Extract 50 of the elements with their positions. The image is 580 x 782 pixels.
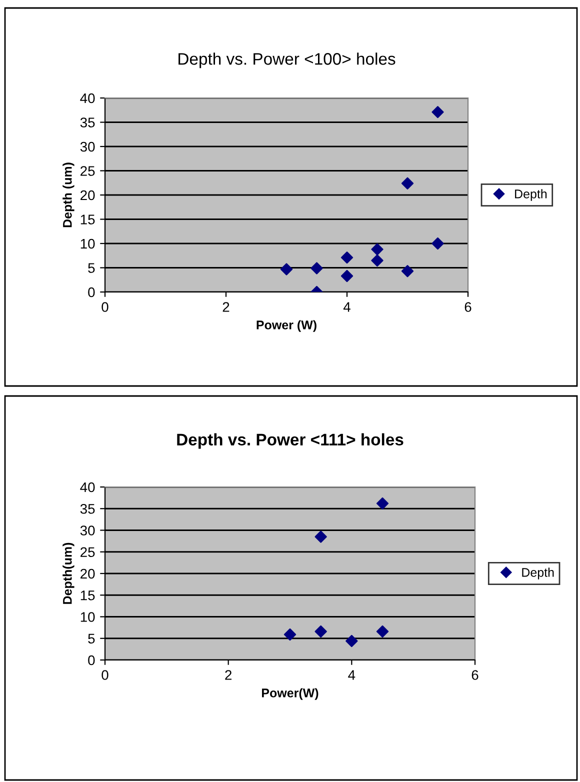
chart-title: Depth vs. Power <111> holes [177, 433, 404, 449]
point [371, 254, 384, 267]
y-tick-label: 20 [80, 190, 95, 200]
point [310, 262, 323, 274]
point [376, 625, 389, 638]
y-tick-label: 35 [80, 118, 95, 128]
y-tick-label: 5 [88, 634, 95, 644]
point [432, 237, 444, 250]
legend-label: Depth [515, 189, 547, 201]
legend-label: Depth [522, 568, 554, 580]
y-tick-label: 15 [80, 590, 95, 600]
x-tick-label: 6 [464, 302, 472, 312]
y-tick-label: 10 [80, 238, 95, 249]
y-tick-label: 25 [80, 166, 95, 176]
y-tick-label: 40 [80, 93, 95, 104]
y-tick-label: 30 [80, 142, 95, 152]
y-tick-label: 0 [88, 287, 95, 298]
y-tick-label: 25 [80, 547, 95, 558]
x-axis-title: Power(W) [262, 688, 318, 700]
y-tick-label: 30 [80, 526, 95, 536]
y-axis-title: Depth (um) [62, 162, 74, 228]
y-axis-title: Depth(um) [62, 542, 74, 604]
point [371, 243, 384, 256]
y-tick-label: 20 [80, 568, 95, 579]
x-axis-title: Power (W) [256, 320, 316, 332]
point [346, 634, 358, 648]
point [284, 628, 296, 641]
point [314, 530, 327, 543]
chart-title: Depth vs. Power <100> holes [178, 52, 396, 68]
point [376, 497, 389, 510]
x-tick-label: 2 [222, 302, 230, 312]
x-tick-label: 0 [102, 670, 108, 680]
point [340, 270, 354, 282]
y-tick-label: 0 [88, 655, 95, 666]
point [340, 251, 354, 264]
x-tick-label: 6 [472, 670, 478, 680]
point [401, 177, 414, 190]
x-tick-label: 4 [343, 302, 350, 312]
x-tick-label: 0 [102, 302, 108, 312]
point [314, 625, 327, 638]
y-tick-label: 35 [80, 504, 95, 514]
y-tick-label: 40 [80, 482, 95, 492]
y-tick-label: 15 [80, 214, 95, 224]
point [401, 265, 414, 278]
point [432, 106, 444, 118]
x-tick-label: 4 [348, 670, 356, 680]
y-tick-label: 5 [88, 263, 95, 273]
y-tick-label: 10 [80, 612, 95, 622]
x-tick-label: 2 [225, 670, 232, 680]
point [280, 263, 293, 276]
